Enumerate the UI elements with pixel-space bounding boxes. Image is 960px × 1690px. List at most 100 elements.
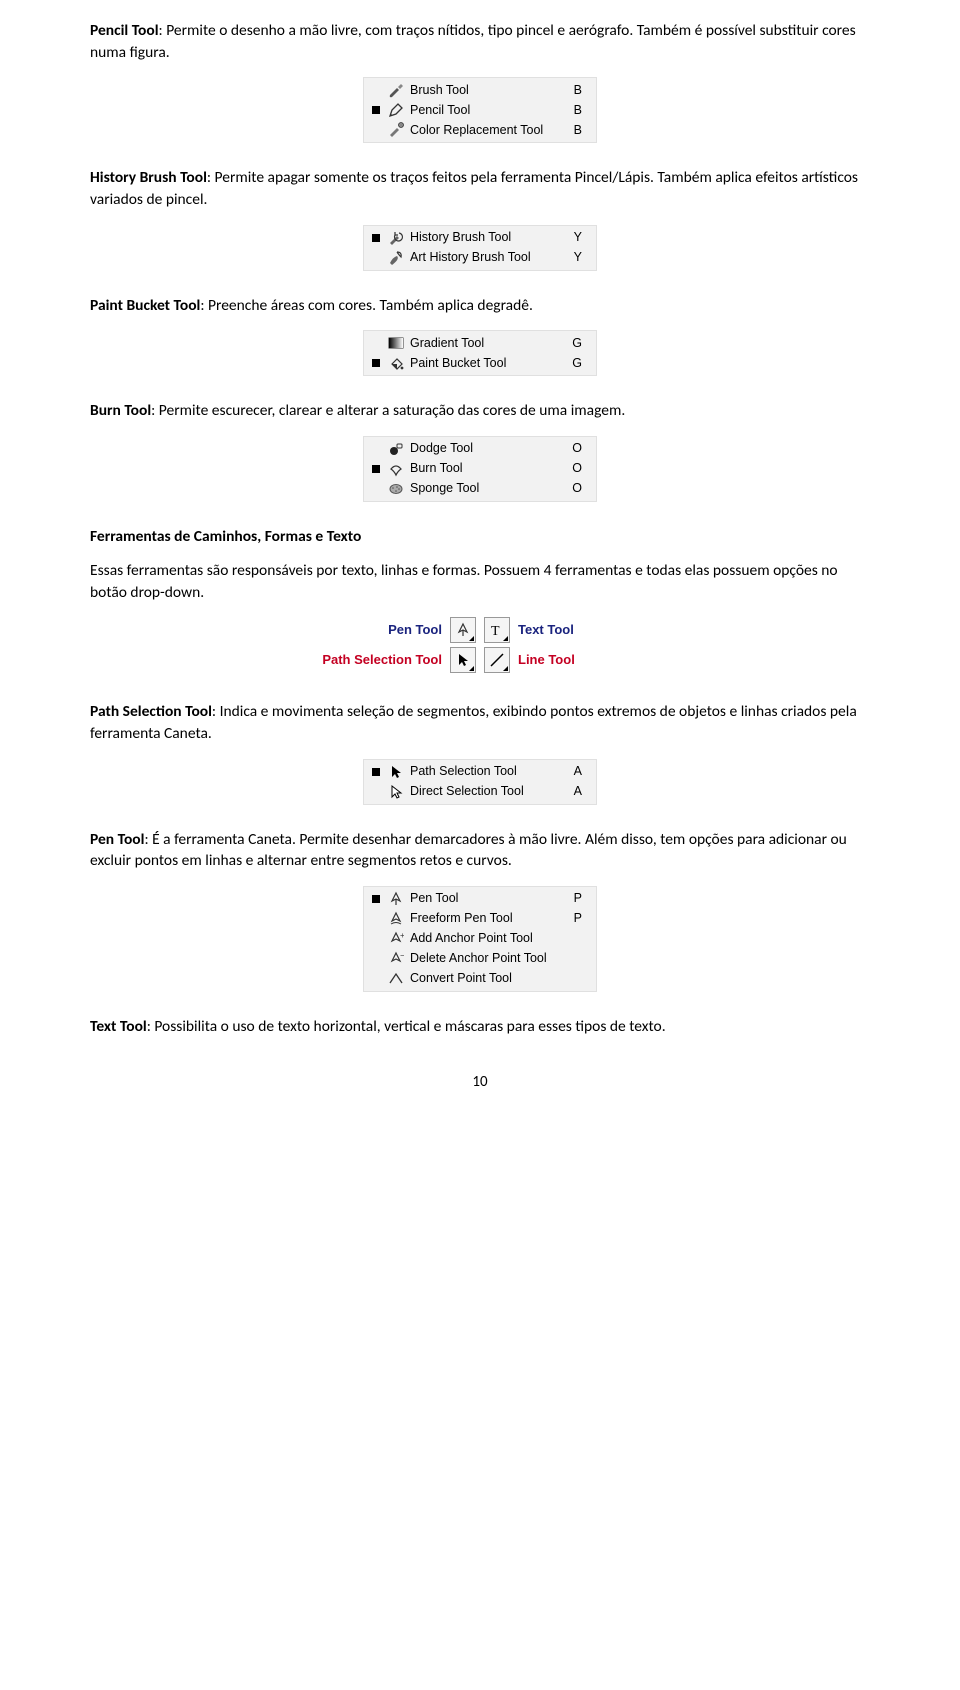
menu-gradient: Gradient Tool G Paint Bucket Tool G xyxy=(363,330,597,376)
term-text: Text Tool xyxy=(90,1017,147,1036)
para-history: History Brush Tool: Permite apagar somen… xyxy=(90,167,870,210)
tool-label: Convert Point Tool xyxy=(410,970,550,988)
freeform-pen-icon xyxy=(386,911,406,927)
menu-pen: Pen ToolPFreeform Pen ToolPAdd Anchor Po… xyxy=(363,886,597,992)
tool-menu-item[interactable]: Pencil Tool B xyxy=(368,100,586,120)
tool-shortcut: B xyxy=(568,102,582,120)
menu-brush: Brush ToolBPencil ToolBColor Replacement… xyxy=(363,77,597,143)
tool-menu-item[interactable]: Delete Anchor Point Tool xyxy=(368,949,586,969)
add-anchor-icon xyxy=(386,931,406,947)
direct-sel-icon xyxy=(386,784,406,800)
quad-cell-pathsel xyxy=(450,647,476,673)
bucket-icon xyxy=(386,355,406,371)
section-bucket: Paint Bucket Tool : Preenche áreas com co… xyxy=(90,295,870,377)
tool-shortcut: O xyxy=(568,480,582,498)
sponge-icon xyxy=(386,481,406,497)
selected-indicator-icon xyxy=(372,234,380,242)
tool-menu-item[interactable]: History Brush Tool Y xyxy=(368,228,586,248)
history-brush-icon xyxy=(386,230,406,246)
tool-menu-item[interactable]: Art History Brush Tool Y xyxy=(368,248,586,268)
selected-indicator-icon xyxy=(372,768,380,776)
page-number: 10 xyxy=(90,1072,870,1093)
term-burn: Burn Tool xyxy=(90,401,151,420)
tool-shortcut: B xyxy=(568,122,582,140)
burn-icon xyxy=(386,461,406,477)
tool-label: History Brush Tool xyxy=(410,229,550,247)
tool-menu-item[interactable]: Pen ToolP xyxy=(368,889,586,909)
tool-shortcut: B xyxy=(568,82,582,100)
brush-icon xyxy=(386,82,406,98)
tool-label: Dodge Tool xyxy=(410,440,550,458)
tool-shortcut: O xyxy=(568,460,582,478)
tool-shortcut: G xyxy=(568,335,582,353)
tool-menu-item[interactable]: Dodge Tool O xyxy=(368,439,586,459)
gradient-icon xyxy=(386,335,406,351)
tool-label: Sponge Tool xyxy=(410,480,550,498)
text-pencil: : Permite o desenho a mão livre, com tra… xyxy=(90,21,856,62)
tool-menu-item[interactable]: Burn Tool O xyxy=(368,459,586,479)
tool-shortcut: O xyxy=(568,440,582,458)
path-sel-icon xyxy=(386,764,406,780)
section-burn: Burn Tool: Permite escurecer, clarear e … xyxy=(90,400,870,502)
tool-menu-item[interactable]: Freeform Pen ToolP xyxy=(368,909,586,929)
tool-label: Path Selection Tool xyxy=(410,763,550,781)
tool-menu-item[interactable]: Add Anchor Point Tool xyxy=(368,929,586,949)
tool-menu-item[interactable]: Brush Tool B xyxy=(368,80,586,100)
quad-label-pen: Pen Tool xyxy=(310,621,442,639)
selected-indicator-icon xyxy=(372,359,380,367)
tool-shortcut: A xyxy=(568,763,582,781)
quad-label-line: Line Tool xyxy=(518,651,650,669)
para-pen: Pen Tool: É a ferramenta Caneta. Permite… xyxy=(90,829,870,872)
menu-burn: Dodge Tool O Burn Tool O Sponge Tool O xyxy=(363,436,597,502)
tool-label: Delete Anchor Point Tool xyxy=(410,950,550,968)
tool-menu-item[interactable]: Color Replacement ToolB xyxy=(368,120,586,140)
tool-label: Gradient Tool xyxy=(410,335,550,353)
text-burn: : Permite escurecer, clarear e alterar a… xyxy=(151,401,625,420)
pencil-icon xyxy=(386,102,406,118)
tool-shortcut: G xyxy=(568,355,582,373)
tool-label: Art History Brush Tool xyxy=(410,249,550,267)
selected-indicator-icon xyxy=(372,465,380,473)
tool-label: Paint Bucket Tool xyxy=(410,355,550,373)
tool-menu-item[interactable]: Gradient Tool G xyxy=(368,333,586,353)
tool-menu-item[interactable]: Path Selection Tool A xyxy=(368,762,586,782)
selected-indicator-icon xyxy=(372,895,380,903)
section-history: History Brush Tool: Permite apagar somen… xyxy=(90,167,870,270)
quad-tool-figure: Pen Tool Text Tool Path Selection Tool L… xyxy=(310,617,650,673)
menu-history: History Brush ToolYArt History Brush Too… xyxy=(363,225,597,271)
tool-label: Brush Tool xyxy=(410,82,550,100)
section-pencil: Pencil Tool : Permite o desenho a mão liv… xyxy=(90,20,870,143)
selected-indicator-icon xyxy=(372,106,380,114)
menu-path: Path Selection ToolADirect Selection Too… xyxy=(363,759,597,805)
tool-label: Pencil Tool xyxy=(410,102,550,120)
para-pencil: Pencil Tool: Permite o desenho a mão liv… xyxy=(90,20,870,63)
tool-shortcut: Y xyxy=(568,249,582,267)
text-text: : Possibilita o uso de texto horizontal,… xyxy=(147,1017,666,1036)
text-bucket: : Preenche áreas com cores. Também aplic… xyxy=(200,296,533,315)
color-replace-icon xyxy=(386,122,406,138)
dodge-icon xyxy=(386,441,406,457)
quad-label-text: Text Tool xyxy=(518,621,650,639)
text-pen: : É a ferramenta Caneta. Permite desenha… xyxy=(90,830,847,871)
quad-cell-text xyxy=(484,617,510,643)
tool-menu-item[interactable]: Direct Selection ToolA xyxy=(368,782,586,802)
tool-label: Burn Tool xyxy=(410,460,550,478)
quad-cell-pen xyxy=(450,617,476,643)
tool-menu-item[interactable]: Convert Point Tool xyxy=(368,969,586,989)
tool-label: Freeform Pen Tool xyxy=(410,910,550,928)
tool-label: Direct Selection Tool xyxy=(410,783,550,801)
tool-menu-item[interactable]: Paint Bucket Tool G xyxy=(368,353,586,373)
tool-menu-item[interactable]: Sponge Tool O xyxy=(368,479,586,499)
term-pathsel: Path Selection Tool xyxy=(90,702,212,721)
tool-shortcut: Y xyxy=(568,229,582,247)
heading-paths: Ferramentas de Caminhos, Formas e Texto xyxy=(90,526,870,548)
art-history-icon xyxy=(386,250,406,266)
quad-label-pathsel: Path Selection Tool xyxy=(310,651,442,669)
para-bucket: Paint Bucket Tool: Preenche áreas com co… xyxy=(90,295,870,317)
para-paths: Essas ferramentas são responsáveis por t… xyxy=(90,560,870,603)
para-text: Text Tool: Possibilita o uso de texto ho… xyxy=(90,1016,870,1038)
tool-label: Add Anchor Point Tool xyxy=(410,930,550,948)
term-pen: Pen Tool xyxy=(90,830,144,849)
pen-icon xyxy=(386,891,406,907)
convert-pt-icon xyxy=(386,971,406,987)
